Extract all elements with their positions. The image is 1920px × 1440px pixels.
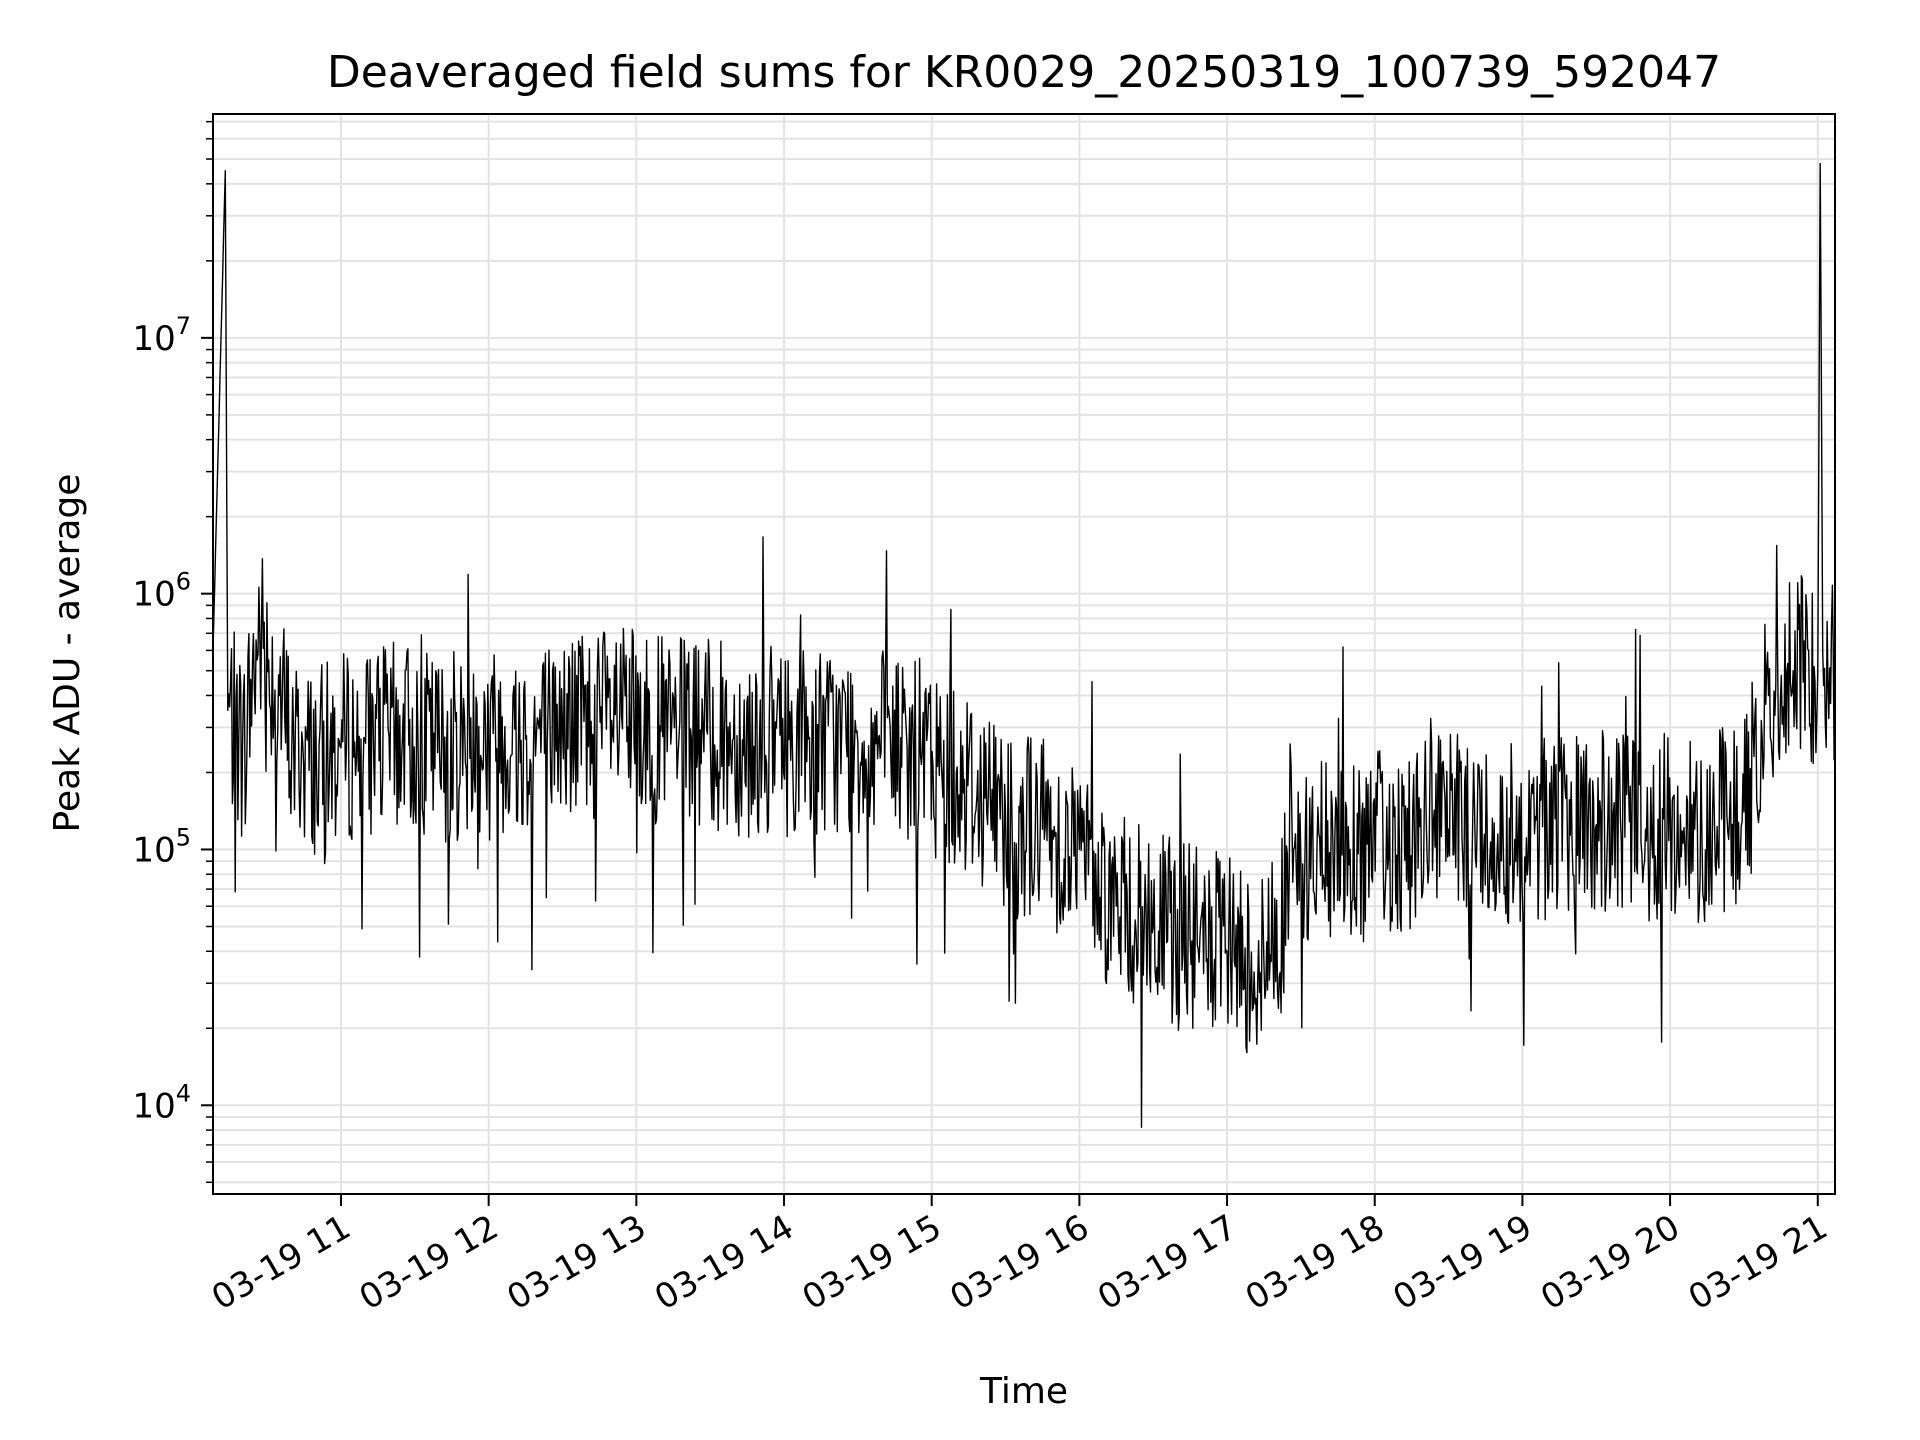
y-tick-label: 105 (132, 823, 191, 870)
y-tick-label: 104 (132, 1079, 191, 1126)
series-line (212, 162, 1836, 1128)
y-axis-label: Peak ADU - average (47, 474, 88, 833)
x-axis-label: Time (979, 1371, 1068, 1412)
y-tick-label: 106 (132, 568, 191, 615)
plot-frame (212, 113, 1836, 1195)
chart-title: Deaveraged field sums for KR0029_2025031… (327, 47, 1721, 98)
series-layer (212, 162, 1836, 1128)
y-tick-label: 107 (132, 312, 191, 359)
